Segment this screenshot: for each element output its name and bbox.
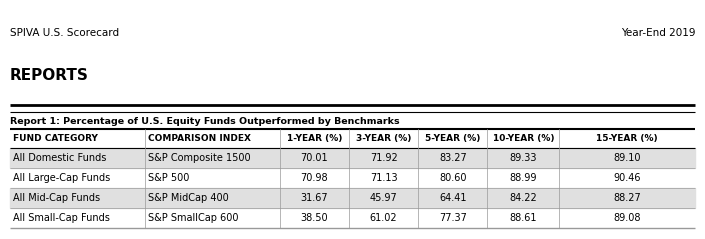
Text: All Small-Cap Funds: All Small-Cap Funds bbox=[13, 213, 110, 223]
Text: All Domestic Funds: All Domestic Funds bbox=[13, 153, 106, 163]
Text: 70.01: 70.01 bbox=[300, 153, 329, 163]
Text: 88.61: 88.61 bbox=[510, 213, 537, 223]
Text: 15-YEAR (%): 15-YEAR (%) bbox=[596, 134, 658, 143]
Text: 1-YEAR (%): 1-YEAR (%) bbox=[287, 134, 342, 143]
Text: 88.99: 88.99 bbox=[510, 173, 537, 183]
Text: 38.50: 38.50 bbox=[300, 213, 329, 223]
Text: 90.46: 90.46 bbox=[613, 173, 641, 183]
Text: 64.41: 64.41 bbox=[439, 193, 467, 203]
Text: Year-End 2019: Year-End 2019 bbox=[620, 28, 695, 38]
Bar bbox=[10, 148, 695, 168]
Text: 5-YEAR (%): 5-YEAR (%) bbox=[425, 134, 481, 143]
Bar bbox=[10, 188, 695, 208]
Text: 84.22: 84.22 bbox=[510, 193, 537, 203]
Text: Report 1: Percentage of U.S. Equity Funds Outperformed by Benchmarks: Report 1: Percentage of U.S. Equity Fund… bbox=[10, 117, 400, 126]
Text: REPORTS: REPORTS bbox=[10, 68, 89, 83]
Text: 31.67: 31.67 bbox=[300, 193, 329, 203]
Text: S&P MidCap 400: S&P MidCap 400 bbox=[148, 193, 228, 203]
Text: S&P Composite 1500: S&P Composite 1500 bbox=[148, 153, 250, 163]
Text: 88.27: 88.27 bbox=[613, 193, 641, 203]
Text: S&P SmallCap 600: S&P SmallCap 600 bbox=[148, 213, 238, 223]
Text: 83.27: 83.27 bbox=[439, 153, 467, 163]
Text: 71.13: 71.13 bbox=[370, 173, 398, 183]
Text: 71.92: 71.92 bbox=[370, 153, 398, 163]
Text: 89.08: 89.08 bbox=[613, 213, 641, 223]
Text: All Mid-Cap Funds: All Mid-Cap Funds bbox=[13, 193, 100, 203]
Text: 70.98: 70.98 bbox=[300, 173, 329, 183]
Text: FUND CATEGORY: FUND CATEGORY bbox=[13, 134, 98, 143]
Text: 3-YEAR (%): 3-YEAR (%) bbox=[356, 134, 411, 143]
Text: 77.37: 77.37 bbox=[439, 213, 467, 223]
Text: All Large-Cap Funds: All Large-Cap Funds bbox=[13, 173, 110, 183]
Text: COMPARISON INDEX: COMPARISON INDEX bbox=[148, 134, 251, 143]
Text: 80.60: 80.60 bbox=[439, 173, 467, 183]
Text: S&P 500: S&P 500 bbox=[148, 173, 190, 183]
Text: 89.10: 89.10 bbox=[613, 153, 641, 163]
Text: 61.02: 61.02 bbox=[370, 213, 398, 223]
Text: 45.97: 45.97 bbox=[370, 193, 398, 203]
Text: SPIVA U.S. Scorecard: SPIVA U.S. Scorecard bbox=[10, 28, 119, 38]
Text: 10-YEAR (%): 10-YEAR (%) bbox=[493, 134, 554, 143]
Text: 89.33: 89.33 bbox=[510, 153, 537, 163]
